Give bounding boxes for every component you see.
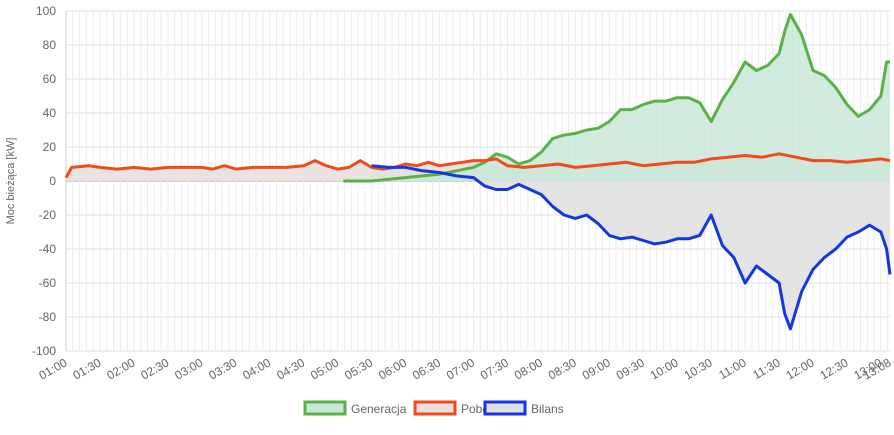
- x-tick-label: 01:30: [70, 355, 103, 382]
- x-tick-label: 05:30: [342, 355, 375, 382]
- y-tick-label: 60: [43, 72, 57, 86]
- x-tick-label: 05:00: [308, 355, 341, 382]
- y-tick-label: 40: [43, 106, 57, 120]
- series-fills: [66, 14, 890, 329]
- x-tick-label: 11:30: [750, 355, 783, 382]
- x-tick-label: 06:00: [376, 355, 409, 382]
- x-tick-label: 08:00: [512, 355, 545, 382]
- y-tick-label: 80: [43, 38, 57, 52]
- x-tick-label: 01:00: [36, 355, 69, 382]
- legend-swatch: [415, 402, 455, 414]
- x-tick-label: 02:00: [104, 355, 137, 382]
- y-tick-label: -100: [32, 344, 56, 358]
- x-tick-label: 08:30: [546, 355, 579, 382]
- legend: Generacja Pobór Bilans: [305, 402, 564, 416]
- x-tick-label: 03:00: [172, 355, 205, 382]
- y-tick-label: -60: [39, 276, 57, 290]
- x-tick-label: 09:30: [614, 355, 647, 382]
- x-tick-label: 10:00: [648, 355, 681, 382]
- y-axis-ticks: 100 80 60 40 20 0 -20 -40 -60 -80 -100: [32, 4, 56, 358]
- x-tick-label: 11:00: [716, 355, 749, 382]
- x-tick-label: 12:00: [783, 355, 816, 382]
- x-tick-label: 07:30: [478, 355, 511, 382]
- y-tick-label: -20: [39, 208, 57, 222]
- y-axis-title: Moc bieżąca [kW]: [5, 138, 17, 225]
- x-tick-label: 09:00: [580, 355, 613, 382]
- legend-swatch: [305, 402, 345, 414]
- legend-label: Bilans: [531, 402, 564, 416]
- x-tick-label: 04:30: [274, 355, 307, 382]
- y-tick-label: 0: [49, 174, 56, 188]
- x-tick-label: 07:00: [444, 355, 477, 382]
- x-tick-label: 12:30: [817, 355, 850, 382]
- series-area-generacja: [343, 14, 890, 181]
- legend-item-generacja[interactable]: Generacja: [305, 402, 407, 416]
- y-tick-label: 100: [36, 4, 56, 18]
- legend-item-pobór[interactable]: Pobór: [415, 402, 493, 416]
- legend-swatch: [485, 402, 525, 414]
- x-tick-label: 03:30: [206, 355, 239, 382]
- legend-label: Generacja: [351, 402, 407, 416]
- series-area-bilans: [372, 166, 890, 329]
- y-tick-label: 20: [43, 140, 57, 154]
- x-tick-label: 04:00: [240, 355, 273, 382]
- x-tick-label: 10:30: [682, 355, 715, 382]
- legend-item-bilans[interactable]: Bilans: [485, 402, 564, 416]
- x-tick-label: 02:30: [138, 355, 171, 382]
- y-tick-label: -40: [39, 242, 57, 256]
- y-tick-label: -80: [39, 310, 57, 324]
- x-tick-label: 06:30: [410, 355, 443, 382]
